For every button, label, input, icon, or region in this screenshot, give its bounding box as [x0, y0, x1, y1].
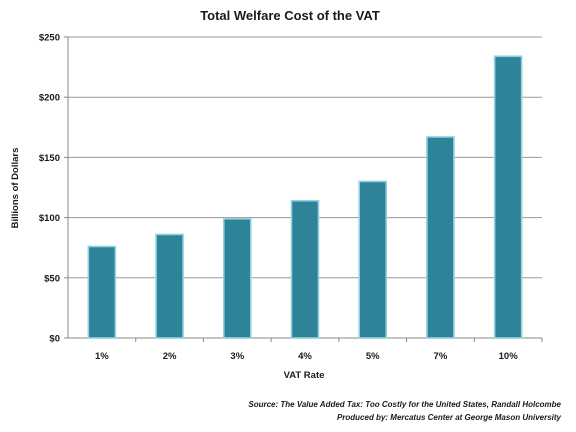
x-tick-label: 7% [434, 351, 448, 362]
y-tick-labels: $0 $50 $100 $150 $200 $250 [39, 33, 60, 345]
x-tick-label: 10% [499, 351, 519, 362]
y-tick-label: $100 [39, 213, 60, 224]
chart-title: Total Welfare Cost of the VAT [200, 8, 380, 23]
x-tick-label: 3% [230, 351, 244, 362]
x-tick-label: 2% [163, 351, 177, 362]
x-tick-label: 1% [95, 351, 109, 362]
bar-2pct [155, 233, 184, 339]
bar-10pct [493, 55, 523, 339]
y-tick-label: $50 [44, 273, 60, 284]
x-axis-label: VAT Rate [284, 370, 325, 381]
y-tick-label: $250 [39, 33, 60, 44]
bar-7pct [426, 136, 455, 339]
gridlines [64, 36, 542, 339]
x-tick-label: 4% [298, 351, 312, 362]
y-axis-label: Billions of Dollars [10, 148, 21, 229]
x-tick-label: 5% [366, 351, 380, 362]
y-tick-label: $150 [39, 153, 60, 164]
source-credit: Source: The Value Added Tax: Too Costly … [248, 400, 561, 409]
bars [87, 55, 523, 339]
bar-4pct [290, 199, 320, 339]
y-tick-label: $0 [49, 334, 60, 345]
bar-1pct [87, 245, 117, 339]
producer-credit: Produced by: Mercatus Center at George M… [337, 413, 562, 422]
y-tick-label: $200 [39, 93, 60, 104]
bar-3pct [222, 218, 252, 339]
x-tick-labels: 1% 2% 3% 4% 5% 7% 10% [95, 351, 518, 362]
bar-5pct [358, 180, 388, 339]
